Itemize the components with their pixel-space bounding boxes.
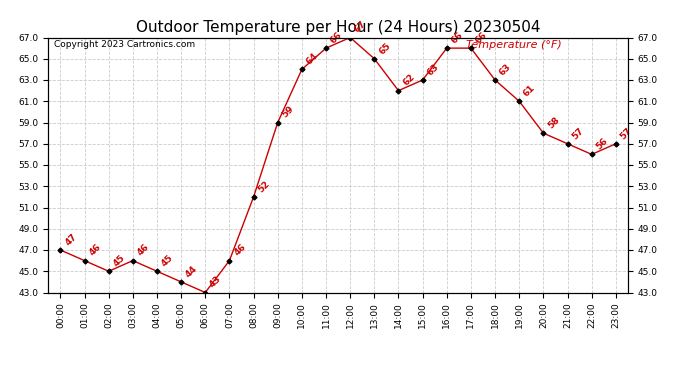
Text: 47: 47 <box>63 232 79 247</box>
Text: 65: 65 <box>377 41 393 56</box>
Text: 66: 66 <box>329 30 344 45</box>
Text: Copyright 2023 Cartronics.com: Copyright 2023 Cartronics.com <box>54 40 195 49</box>
Text: 57: 57 <box>571 126 586 141</box>
Text: 63: 63 <box>426 62 441 77</box>
Text: 66: 66 <box>450 30 465 45</box>
Text: 66: 66 <box>474 30 489 45</box>
Text: 52: 52 <box>257 179 272 194</box>
Text: 45: 45 <box>160 253 175 268</box>
Text: 62: 62 <box>402 73 417 88</box>
Text: 67: 67 <box>353 20 368 35</box>
Text: 57: 57 <box>619 126 634 141</box>
Text: 46: 46 <box>136 243 151 258</box>
Title: Outdoor Temperature per Hour (24 Hours) 20230504: Outdoor Temperature per Hour (24 Hours) … <box>136 20 540 35</box>
Text: 43: 43 <box>208 274 224 290</box>
Text: 59: 59 <box>281 104 296 120</box>
Text: 44: 44 <box>184 264 199 279</box>
Text: Temperature (°F): Temperature (°F) <box>466 40 562 50</box>
Text: 58: 58 <box>546 115 562 130</box>
Text: 64: 64 <box>305 51 320 67</box>
Text: 45: 45 <box>112 253 127 268</box>
Text: 46: 46 <box>233 243 248 258</box>
Text: 63: 63 <box>498 62 513 77</box>
Text: 46: 46 <box>88 243 103 258</box>
Text: 56: 56 <box>595 136 610 152</box>
Text: 61: 61 <box>522 83 538 99</box>
